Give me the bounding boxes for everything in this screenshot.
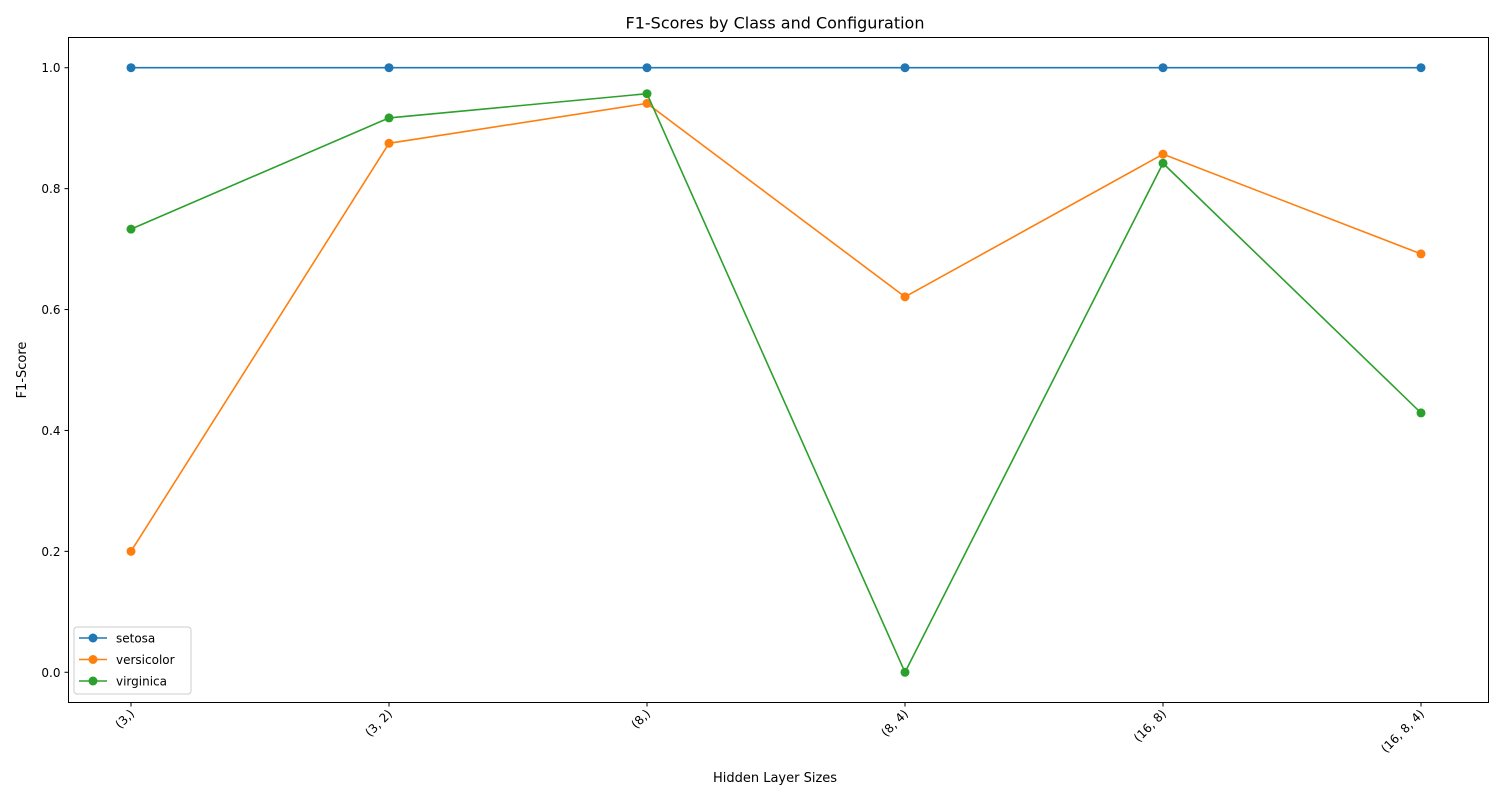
y-tick-label: 0.4: [41, 424, 60, 438]
x-axis: (3,) (3, 2) (8,) (8, 4) (16, 8) (16, 8, 4): [113, 702, 1427, 756]
legend-marker: [88, 676, 98, 686]
series-line-virginica: [130, 92, 1422, 675]
x-tick-label: (8, 4): [878, 707, 911, 740]
legend-marker: [88, 633, 98, 643]
x-tick-label: (16, 8): [1131, 707, 1169, 745]
x-tick-label: (3,): [113, 707, 138, 732]
legend-item-virginica: virginica: [79, 675, 167, 689]
data-point-virginica: [126, 224, 136, 234]
data-point-setosa: [384, 63, 394, 73]
data-point-virginica: [642, 89, 652, 99]
legend-item-versicolor: versicolor: [79, 653, 175, 667]
data-point-versicolor: [384, 138, 394, 148]
data-point-setosa: [1158, 63, 1168, 73]
data-point-setosa: [1416, 63, 1426, 73]
y-tick-label: 0.0: [41, 666, 60, 680]
y-tick-label: 0.8: [41, 182, 60, 196]
data-point-virginica: [1158, 158, 1168, 168]
legend-label: setosa: [116, 632, 155, 646]
plot-area: [68, 37, 1489, 703]
data-point-virginica: [900, 667, 910, 677]
data-point-virginica: [384, 113, 394, 123]
legend-item-setosa: setosa: [79, 632, 155, 646]
series-versicolor: [126, 98, 1426, 556]
data-point-setosa: [642, 63, 652, 73]
data-point-versicolor: [126, 546, 136, 556]
legend: setosa versicolor virginica: [73, 626, 192, 695]
data-point-setosa: [126, 63, 136, 73]
chart-title: F1-Scores by Class and Configuration: [626, 14, 925, 33]
legend-frame: [73, 626, 192, 695]
data-point-versicolor: [1416, 249, 1426, 259]
series-line-versicolor: [130, 102, 1422, 552]
x-tick-label: (16, 8, 4): [1378, 707, 1427, 756]
x-axis-label: Hidden Layer Sizes: [713, 771, 837, 786]
series-setosa: [126, 63, 1426, 73]
x-tick-label: (3, 2): [362, 707, 395, 740]
series-virginica: [126, 89, 1426, 677]
legend-label: versicolor: [116, 653, 175, 667]
data-point-versicolor: [642, 98, 652, 108]
data-point-versicolor: [1158, 149, 1168, 159]
y-tick-label: 1.0: [41, 61, 60, 75]
y-axis: 0.0 0.2 0.4 0.6 0.8 1.0: [41, 61, 69, 680]
data-point-virginica: [1416, 408, 1426, 418]
x-tick-label: (8,): [629, 707, 654, 732]
y-axis-label: F1-Score: [15, 342, 30, 399]
legend-label: virginica: [116, 675, 167, 689]
y-tick-label: 0.2: [41, 545, 60, 559]
legend-marker: [88, 655, 98, 664]
series-layer: [126, 63, 1426, 677]
data-point-setosa: [900, 63, 910, 73]
data-point-versicolor: [900, 292, 910, 302]
y-tick-label: 0.6: [41, 303, 60, 317]
